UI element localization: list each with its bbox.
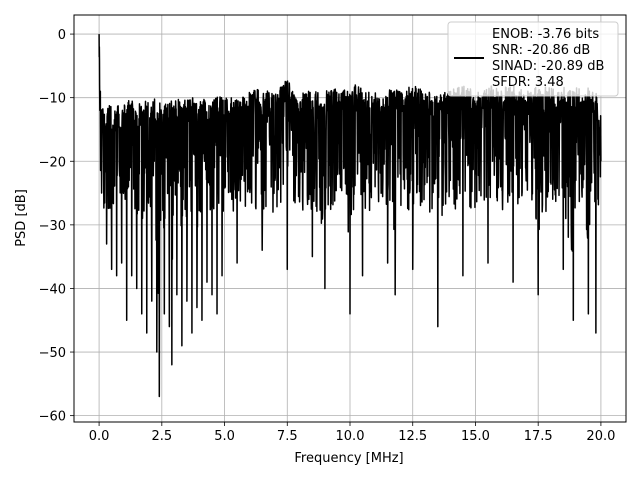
- legend-text-snr: SNR: -20.86 dB: [492, 43, 590, 58]
- legend: ENOB: -3.76 bits SNR: -20.86 dB SINAD: -…: [447, 21, 619, 97]
- y-tick-label: 0: [58, 28, 66, 43]
- legend-box: [447, 21, 619, 97]
- x-tick-label: 15.0: [461, 429, 490, 444]
- y-tick-label: −10: [39, 92, 66, 107]
- legend-text-sfdr: SFDR: 3.48: [492, 75, 564, 90]
- x-tick-label: 17.5: [524, 429, 553, 444]
- x-axis-ticks: 0.0 2.5 5.0 7.5 10.0 12.5 15.0 17.5 20.0: [89, 422, 615, 444]
- psd-series-line: [98, 34, 602, 398]
- y-axis-label: PSD [dB]: [14, 189, 29, 247]
- y-tick-label: −30: [39, 219, 66, 234]
- x-tick-label: 7.5: [277, 429, 298, 444]
- x-axis-label: Frequency [MHz]: [294, 451, 403, 466]
- x-tick-label: 5.0: [214, 429, 235, 444]
- legend-text-enob: ENOB: -3.76 bits: [492, 27, 599, 42]
- y-tick-label: −40: [39, 282, 66, 297]
- y-tick-label: −60: [39, 410, 66, 425]
- series-layer: [98, 34, 602, 398]
- x-tick-label: 0.0: [89, 429, 110, 444]
- y-tick-label: −50: [39, 346, 66, 361]
- legend-text-sinad: SINAD: -20.89 dB: [492, 59, 604, 74]
- x-tick-label: 20.0: [586, 429, 615, 444]
- y-tick-label: −20: [39, 155, 66, 170]
- x-tick-label: 10.0: [336, 429, 365, 444]
- x-tick-label: 2.5: [151, 429, 172, 444]
- y-axis-ticks: 0 −10 −20 −30 −40 −50 −60: [39, 28, 74, 425]
- x-tick-label: 12.5: [398, 429, 427, 444]
